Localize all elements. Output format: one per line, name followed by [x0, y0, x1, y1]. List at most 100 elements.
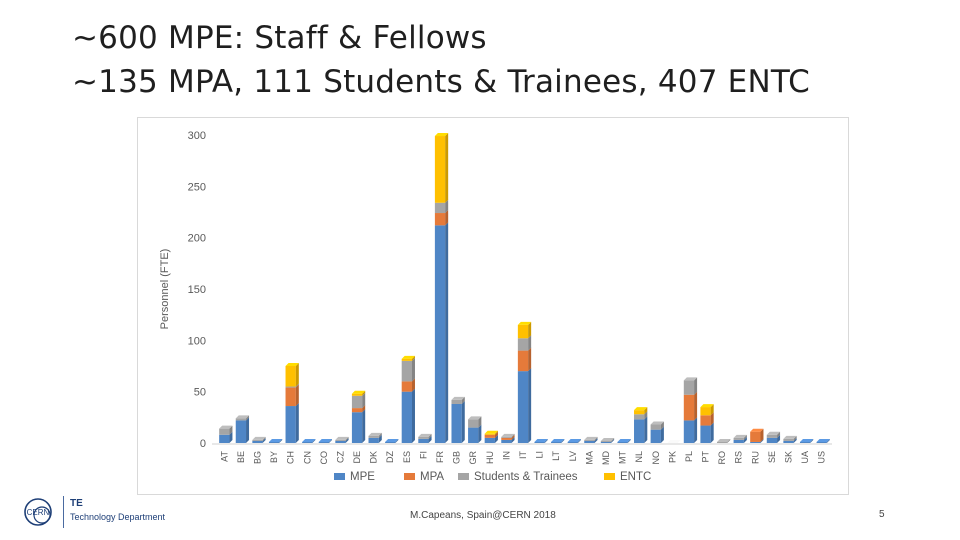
bar-mpe-mt — [617, 441, 628, 443]
bar-students-trainees-bg — [252, 439, 263, 441]
bar-students-trainees-md — [600, 440, 612, 442]
bar-students-trainees-it — [517, 338, 529, 351]
bar-students-trainees-fr — [434, 202, 446, 214]
department-name: Technology Department — [70, 512, 166, 522]
bar-side — [229, 425, 233, 435]
bar-side — [411, 357, 415, 382]
bar-side — [760, 428, 764, 442]
cern-logo-text: CERN — [27, 508, 50, 517]
x-tick-label-us: US — [817, 451, 827, 464]
bar-side — [362, 392, 366, 409]
bar-mpe-es — [401, 391, 412, 443]
x-tick-label-ua: UA — [800, 451, 810, 464]
bar-mpe-ru — [750, 441, 761, 443]
bar-side — [295, 403, 299, 443]
bar-side — [710, 404, 714, 416]
bar-mpa-pl — [683, 394, 695, 421]
bar-top — [235, 415, 250, 419]
bar-top — [750, 428, 764, 432]
x-tick-label-bg: BG — [252, 451, 262, 464]
bar-side — [511, 434, 515, 440]
x-tick-label-hu: HU — [485, 451, 495, 464]
bar-students-trainees-pl — [683, 380, 695, 395]
bar-top — [517, 321, 532, 325]
x-tick-label-ch: CH — [286, 451, 296, 464]
bar-top — [318, 438, 333, 442]
bar-top — [783, 435, 797, 439]
bar-top — [716, 438, 731, 442]
x-tick-label-pk: PK — [667, 451, 677, 463]
footer-logo: CERN TE Technology Department — [18, 496, 168, 530]
y-axis-label: Personnel (FTE) — [159, 249, 171, 330]
bar-mpe-fi — [418, 438, 429, 443]
bar-side — [694, 417, 698, 443]
bar-top — [484, 430, 498, 434]
bar-entc-ch — [285, 366, 296, 387]
bar-side — [329, 438, 333, 443]
bar-side — [528, 347, 532, 372]
bar-mpe-bg — [252, 440, 263, 443]
bar-side — [295, 383, 299, 388]
bar-mpe-md — [600, 441, 612, 443]
bar-side — [246, 415, 250, 421]
x-tick-label-ro: RO — [717, 451, 727, 465]
bar-students-trainees-gb — [451, 399, 462, 404]
bar-entc-hu — [484, 433, 495, 435]
x-tick-label-nl: NL — [634, 451, 644, 463]
bar-top — [501, 433, 515, 437]
bar-top — [335, 436, 349, 440]
bar-mpe-hu — [484, 437, 495, 443]
x-tick-label-ma: MA — [584, 451, 594, 465]
bar-side — [461, 400, 465, 443]
logo-divider — [63, 496, 64, 528]
bar-students-trainees-cz — [335, 439, 346, 441]
bar-mpe-se — [766, 437, 778, 443]
bar-mpe-dz — [385, 441, 396, 443]
bar-side — [826, 438, 830, 443]
bar-students-trainees-gr — [468, 419, 479, 428]
bar-top — [468, 416, 482, 420]
footer-caption: M.Capeans, Spain@CERN 2018 — [410, 510, 556, 521]
x-tick-label-pl: PL — [684, 451, 694, 462]
bar-mpe-lt — [551, 441, 562, 443]
bar-side — [262, 436, 266, 441]
bar-mpa-ch — [285, 387, 296, 407]
bar-mpe-de — [351, 412, 363, 443]
bar-top — [368, 432, 382, 436]
stacked-bar-chart: 0 50 100 150 200 250 300 Personnel (FTE) AT BE BG B… — [159, 130, 832, 483]
bar-side — [760, 438, 764, 443]
bar-top — [434, 133, 449, 137]
x-tick-label-lt: LT — [551, 451, 561, 461]
bar-top — [285, 363, 299, 366]
x-tick-label-de: DE — [352, 451, 362, 464]
bar-side — [644, 416, 648, 443]
bar-mpe-gb — [451, 403, 462, 443]
bar-side — [777, 434, 781, 443]
bar-top — [418, 433, 432, 437]
bar-top — [302, 438, 316, 442]
legend-label-students-trainees: Students & Trainees — [474, 471, 578, 483]
bar-mpe-li — [534, 441, 545, 443]
bar-students-trainees-ch — [285, 386, 296, 388]
bar-side — [378, 432, 382, 438]
y-tick-label: 150 — [188, 284, 206, 296]
bar-students-trainees-se — [766, 434, 778, 438]
bar-mpe-us — [816, 441, 827, 443]
bar-mpa-pt — [700, 415, 711, 426]
page-number: 5 — [879, 509, 885, 520]
bar-top — [584, 436, 598, 440]
x-tick-label-lv: LV — [568, 451, 578, 461]
bar-side — [362, 390, 366, 396]
bar-mpe-pt — [700, 425, 711, 443]
bar-entc-de — [351, 393, 363, 396]
bar-mpe-lv — [567, 441, 578, 443]
bar-side — [727, 438, 731, 443]
x-tick-label-fr: FR — [435, 451, 445, 463]
cern-logo-icon: CERN — [24, 498, 52, 526]
bar-side — [445, 222, 449, 443]
bar-mpe-gr — [468, 427, 479, 443]
x-tick-label-cn: CN — [302, 451, 312, 464]
bar-students-trainees-sk — [783, 438, 794, 441]
bar-side — [511, 433, 515, 438]
bar-side — [660, 421, 664, 430]
